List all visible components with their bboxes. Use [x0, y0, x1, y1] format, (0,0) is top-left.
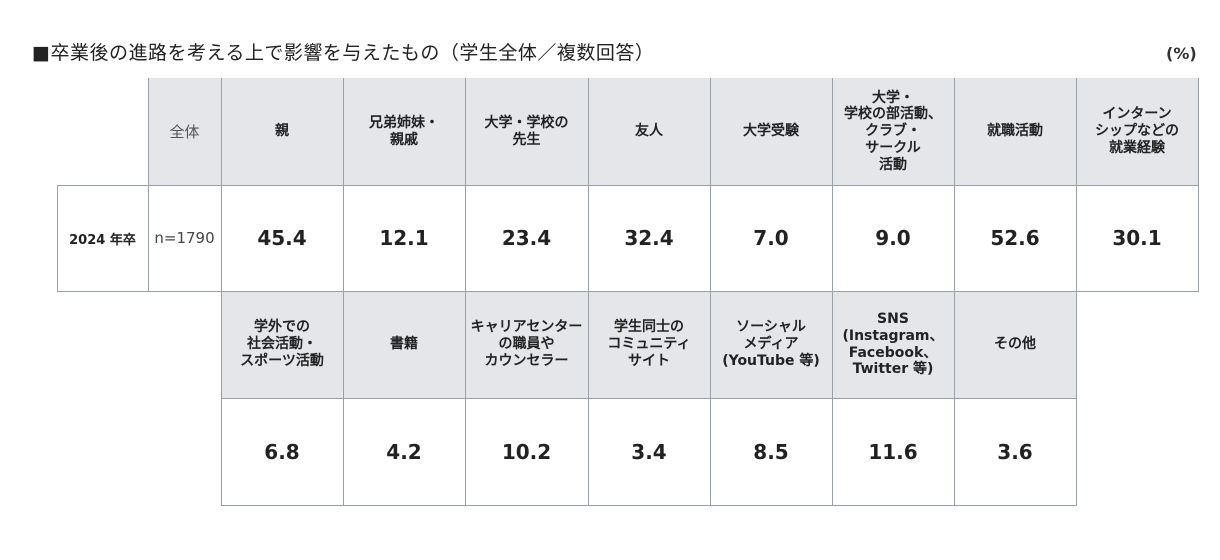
- header-cell: 親: [221, 78, 343, 185]
- grid-line: [465, 291, 466, 506]
- value-cell: 11.6: [868, 439, 918, 464]
- grid-line: [588, 78, 589, 292]
- grid-line: [148, 78, 149, 292]
- value-cell: 4.2: [386, 439, 422, 464]
- grid-line: [954, 291, 955, 506]
- value-cell: 52.6: [990, 226, 1040, 250]
- header-cell: 兄弟姉妹・ 親戚: [343, 78, 465, 185]
- header-cell: 書籍: [343, 291, 465, 398]
- value-cell: 45.4: [257, 226, 307, 250]
- grid-line: [710, 291, 711, 506]
- header-cell: その他: [954, 291, 1076, 398]
- grid-line: [221, 398, 1077, 399]
- value-cell: 3.6: [997, 439, 1033, 464]
- value-cell: 10.2: [501, 439, 552, 464]
- header-cell: 学外での 社会活動・ スポーツ活動: [221, 291, 343, 398]
- grid-line: [465, 78, 466, 292]
- grid-line: [832, 78, 833, 292]
- grid-line: [57, 291, 1199, 292]
- grid-line: [343, 78, 344, 292]
- header-cell: キャリアセンター の職員や カウンセラー: [465, 291, 588, 398]
- grid-line: [343, 291, 344, 506]
- header-cell: 大学・学校の 先生: [465, 78, 588, 185]
- value-cell: 9.0: [875, 226, 911, 250]
- total-header: 全体: [148, 78, 221, 185]
- unit-label: (%): [1166, 44, 1197, 63]
- chart-title: ■卒業後の進路を考える上で影響を与えたもの（学生全体／複数回答）: [32, 42, 655, 64]
- grid-line: [710, 78, 711, 292]
- header-cell: インターン シップなどの 就業経験: [1076, 78, 1198, 185]
- header-cell: 就職活動: [954, 78, 1076, 185]
- header-cell: 大学・ 学校の部活動、 クラブ・ サークル 活動: [832, 78, 954, 185]
- header-cell: SNS (Instagram、 Facebook、 Twitter 等): [832, 291, 954, 398]
- value-cell: 3.4: [631, 439, 667, 464]
- value-cell: 12.1: [379, 226, 429, 250]
- value-cell: 6.8: [264, 439, 300, 464]
- header-cell: 大学受験: [710, 78, 832, 185]
- row-label: 2024 年卒: [69, 232, 136, 248]
- sample-size: n=1790: [154, 229, 215, 247]
- grid-line: [221, 291, 222, 506]
- grid-line: [954, 78, 955, 292]
- grid-line: [221, 78, 222, 292]
- grid-line: [588, 291, 589, 506]
- header-cell: 学生同士の コミュニティ サイト: [588, 291, 710, 398]
- header-cell: 友人: [588, 78, 710, 185]
- grid-line: [832, 291, 833, 506]
- value-cell: 8.5: [753, 439, 789, 464]
- header-cell: ソーシャル メディア (YouTube 等): [710, 291, 832, 398]
- grid-line: [57, 185, 1199, 186]
- value-cell: 32.4: [624, 226, 674, 250]
- grid-line: [221, 505, 1077, 506]
- grid-line: [1076, 78, 1077, 292]
- grid-line: [1198, 78, 1199, 292]
- value-cell: 23.4: [501, 226, 552, 250]
- value-cell: 7.0: [753, 226, 789, 250]
- grid-line: [1076, 291, 1077, 506]
- grid-line: [57, 185, 58, 292]
- value-cell: 30.1: [1112, 226, 1162, 250]
